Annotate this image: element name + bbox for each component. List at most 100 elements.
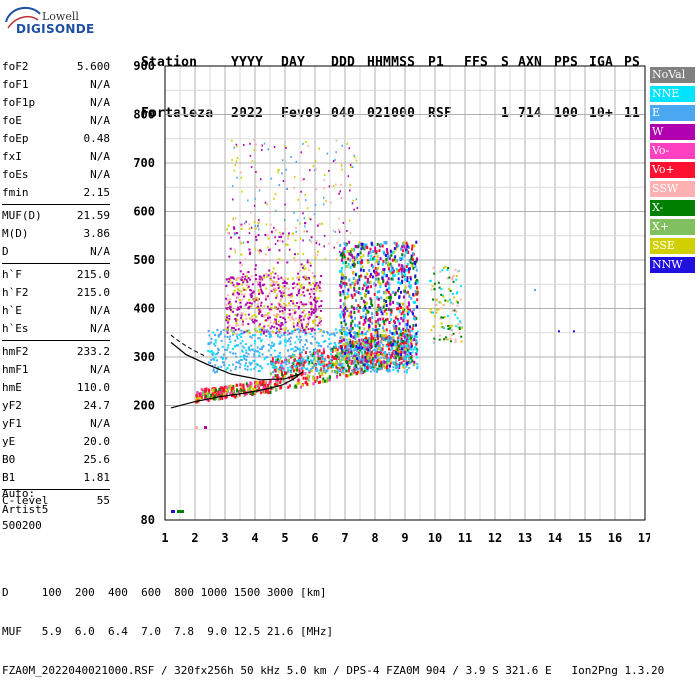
echo-point: [298, 369, 301, 373]
echo-point: [302, 376, 305, 380]
echo-point: [405, 341, 408, 345]
echo-point: [398, 327, 401, 331]
param-row-md: M(D) 3.86: [2, 225, 110, 243]
echo-point: [267, 148, 270, 151]
echo-point: [415, 336, 418, 339]
echo-point: [279, 331, 282, 334]
echo-point: [241, 190, 243, 193]
echo-point: [312, 311, 315, 314]
echo-point: [344, 322, 347, 326]
echo-point: [281, 328, 284, 331]
param-value: N/A: [90, 168, 110, 181]
echo-point: [306, 374, 309, 378]
echo-point: [367, 357, 370, 361]
echo-point: [302, 330, 305, 333]
echo-point: [221, 397, 224, 401]
echo-point: [399, 329, 402, 333]
echo-point: [273, 290, 276, 293]
echo-point: [297, 328, 300, 331]
echo-point: [387, 277, 390, 281]
echo-point: [303, 264, 306, 267]
echo-point: [384, 284, 387, 288]
echo-point: [315, 239, 318, 242]
echo-point: [389, 262, 392, 266]
echo-point: [412, 307, 415, 311]
echo-point: [380, 350, 383, 353]
echo-point: [413, 261, 416, 265]
echo-point: [451, 275, 454, 278]
echo-point: [288, 313, 291, 316]
echo-point: [235, 278, 238, 281]
param-row-hme: hmE 110.0: [2, 379, 110, 397]
echo-point: [400, 269, 403, 273]
echo-point: [361, 346, 364, 350]
echo-point: [266, 295, 269, 298]
echo-point: [354, 360, 357, 364]
echo-point: [374, 353, 377, 356]
echo-point: [363, 243, 366, 247]
echo-point: [386, 343, 389, 347]
echo-point: [213, 397, 216, 401]
echo-point: [390, 318, 393, 322]
echo-point: [289, 365, 292, 368]
echo-point: [403, 344, 406, 347]
echo-point: [347, 374, 350, 378]
echo-point: [244, 258, 247, 261]
echo-point: [318, 286, 321, 289]
echo-point: [290, 348, 293, 351]
echo-point: [390, 251, 393, 255]
echo-point: [292, 308, 295, 311]
echo-point: [444, 265, 447, 268]
echo-point: [288, 338, 291, 341]
echo-point: [282, 367, 285, 371]
echo-point: [349, 340, 352, 344]
echo-point: [226, 329, 229, 332]
echo-point: [262, 380, 265, 384]
echo-point: [329, 364, 332, 367]
echo-point: [370, 263, 373, 267]
echo-point: [270, 306, 273, 309]
echo-point: [250, 295, 253, 298]
echo-point: [377, 262, 380, 266]
auto-program: Artist5: [2, 503, 49, 516]
echo-point: [255, 382, 258, 386]
echo-point: [294, 375, 297, 379]
echo-point: [459, 321, 462, 324]
echo-point: [338, 217, 341, 220]
echo-point: [264, 386, 267, 390]
echo-point: [400, 280, 403, 284]
echo-point: [337, 363, 340, 366]
echo-point: [398, 310, 401, 314]
echo-point: [350, 347, 353, 350]
echo-point: [347, 359, 350, 363]
echo-point: [244, 367, 247, 370]
echo-point: [393, 274, 396, 278]
echo-point: [451, 329, 454, 332]
echo-point: [350, 253, 353, 257]
echo-point: [234, 395, 237, 399]
echo-point: [292, 282, 295, 285]
echo-point: [335, 365, 338, 369]
echo-point: [369, 317, 372, 321]
echo-point: [354, 255, 357, 258]
echo-point: [278, 352, 281, 355]
echo-point: [239, 355, 242, 358]
echo-point: [235, 319, 238, 322]
echo-point: [400, 353, 403, 357]
echo-point: [274, 374, 277, 378]
echo-point: [402, 317, 405, 321]
echo-point: [316, 224, 319, 227]
echo-point: [460, 335, 463, 338]
echo-point: [357, 304, 360, 308]
echo-point: [365, 366, 368, 370]
echo-point: [309, 368, 312, 371]
echo-point: [390, 264, 393, 268]
echo-point: [380, 296, 383, 300]
echo-point: [212, 351, 215, 354]
echo-point: [343, 351, 346, 355]
echo-point: [316, 285, 319, 288]
echo-point: [286, 187, 288, 190]
echo-point: [317, 344, 320, 347]
echo-point: [375, 352, 378, 356]
echo-point: [349, 312, 352, 316]
